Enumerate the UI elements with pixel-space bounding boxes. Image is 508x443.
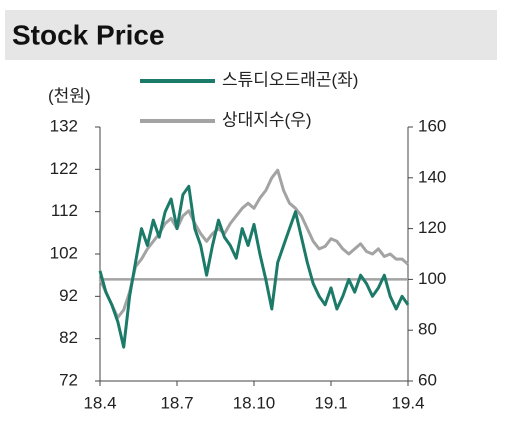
x-tick-label: 18.7 [160, 393, 193, 412]
x-tick-label: 18.4 [83, 393, 116, 412]
y-tick-label: 82 [59, 328, 78, 347]
series-line [98, 168, 409, 319]
x-tick-label: 18.10 [233, 393, 276, 412]
x-tick-label: 19.4 [391, 393, 424, 412]
y-tick-label: 112 [51, 201, 78, 220]
title-bar [5, 10, 497, 60]
y-tick-label: 132 [50, 116, 78, 135]
y-tick-label: 122 [50, 159, 78, 178]
y2-tick-label: 100 [418, 269, 446, 288]
y-axis-label: (천원) [48, 86, 91, 105]
y2-tick-label: 120 [418, 218, 446, 237]
y-tick-label: 72 [59, 370, 78, 389]
y-tick-label: 102 [50, 243, 78, 262]
y2-tick-label: 80 [418, 320, 437, 339]
y2-tick-label: 160 [418, 116, 446, 135]
chart-title: Stock Price [12, 19, 165, 50]
y2-tick-label: 60 [418, 370, 437, 389]
series-line [98, 184, 410, 349]
legend-label: 상대지수(우) [222, 110, 312, 129]
y2-tick-label: 140 [418, 167, 446, 186]
x-tick-label: 19.1 [314, 393, 347, 412]
y-tick-label: 92 [59, 286, 78, 305]
legend-label: 스튜디오드래곤(좌) [222, 70, 358, 89]
